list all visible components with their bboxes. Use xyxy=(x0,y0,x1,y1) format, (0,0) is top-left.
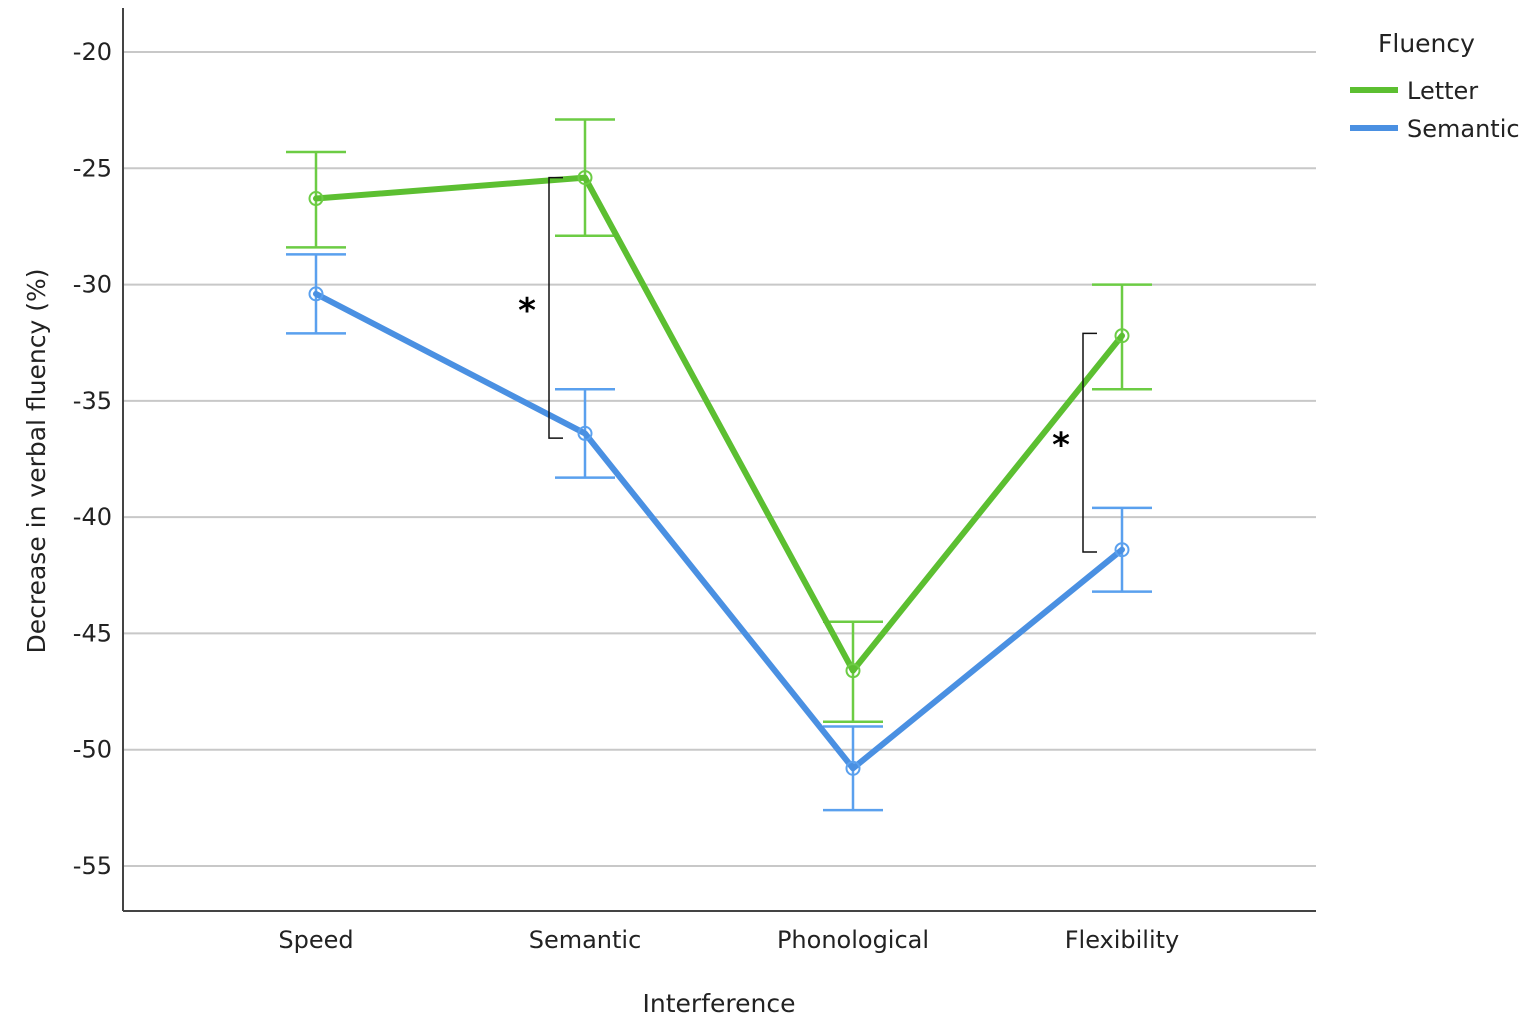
significance-star: * xyxy=(1052,426,1070,466)
x-tick-label: Phonological xyxy=(777,926,929,954)
y-tick-label: -30 xyxy=(73,271,112,299)
legend-label: Semantic xyxy=(1407,115,1520,143)
series xyxy=(286,118,1152,812)
y-tick-label: -55 xyxy=(73,852,112,880)
y-axis-title: Decrease in verbal fluency (%) xyxy=(22,269,51,654)
significance-star: * xyxy=(518,291,536,331)
data-point xyxy=(577,425,593,441)
y-tick-label: -20 xyxy=(73,38,112,66)
data-point xyxy=(1114,542,1130,558)
gridlines xyxy=(123,51,1316,867)
series-semantic xyxy=(286,253,1152,812)
legend-label: Letter xyxy=(1407,77,1478,105)
y-tick-label: -25 xyxy=(73,154,112,182)
y-tick-label: -35 xyxy=(73,387,112,415)
legend-title: Fluency xyxy=(1378,29,1475,58)
series-line xyxy=(313,290,1125,772)
y-tick-label: -40 xyxy=(73,503,112,531)
x-tick-labels: Speed Semantic Phonological Flexibility xyxy=(278,926,1179,954)
data-point xyxy=(845,663,861,679)
x-axis-title: Interference xyxy=(643,989,796,1018)
x-tick-label: Semantic xyxy=(529,926,642,954)
y-tick-labels: -20 -25 -30 -35 -40 -45 -50 -55 xyxy=(73,38,112,880)
series-line xyxy=(313,174,1125,674)
data-point xyxy=(1114,328,1130,344)
y-tick-label: -45 xyxy=(73,619,112,647)
data-point xyxy=(308,191,324,207)
data-point xyxy=(577,170,593,186)
x-tick-label: Flexibility xyxy=(1065,926,1180,954)
axes xyxy=(122,8,1316,912)
y-tick-label: -50 xyxy=(73,736,112,764)
significance-bracket: * xyxy=(1052,332,1097,553)
data-point xyxy=(308,286,324,302)
x-tick-label: Speed xyxy=(278,926,353,954)
significance-annotations: ** xyxy=(518,176,1097,553)
bracket-line xyxy=(1082,332,1097,553)
bracket-line xyxy=(548,176,563,439)
data-point xyxy=(845,760,861,776)
significance-bracket: * xyxy=(518,176,563,439)
legend: Fluency Letter Semantic xyxy=(1350,29,1520,143)
series-letter xyxy=(286,118,1152,724)
